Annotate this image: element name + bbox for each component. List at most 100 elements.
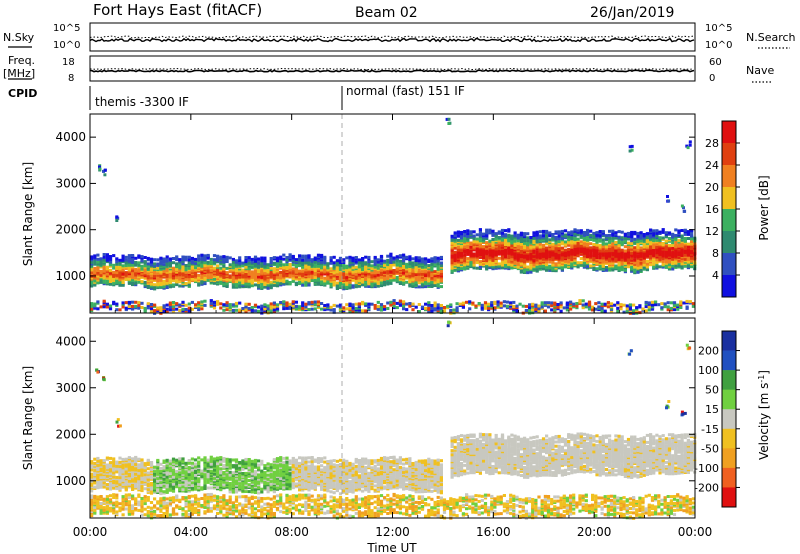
nsky-trace bbox=[89, 37, 695, 43]
heatmap-cell bbox=[257, 275, 261, 279]
heatmap-cell bbox=[376, 273, 380, 277]
nsky-tick-bottom: 10^0 bbox=[53, 40, 80, 51]
heatmap-cell bbox=[165, 286, 169, 289]
heatmap-cell bbox=[216, 257, 220, 261]
heatmap-cell bbox=[475, 247, 479, 251]
heatmap-cell bbox=[162, 279, 166, 283]
heatmap-cell bbox=[187, 309, 191, 313]
heatmap-cell bbox=[253, 277, 258, 281]
heatmap-cell bbox=[307, 275, 311, 279]
heatmap-cell bbox=[234, 259, 239, 263]
heatmap-cell bbox=[127, 482, 131, 486]
heatmap-cell bbox=[690, 229, 694, 233]
heatmap-cell bbox=[677, 243, 681, 247]
heatmap-cell bbox=[433, 260, 437, 264]
heatmap-cell bbox=[592, 231, 596, 235]
heatmap-cell bbox=[212, 258, 217, 262]
heatmap-cell bbox=[118, 261, 122, 265]
heatmap-cell bbox=[672, 308, 677, 312]
heatmap-cell bbox=[578, 299, 582, 303]
heatmap-cell bbox=[608, 233, 612, 237]
heatmap-cell bbox=[619, 307, 623, 311]
heatmap-cell bbox=[392, 260, 396, 264]
heatmap-cell bbox=[102, 258, 106, 262]
heatmap-cell bbox=[181, 485, 185, 489]
heatmap-cell bbox=[275, 256, 280, 260]
heatmap-cell bbox=[190, 300, 194, 304]
heatmap-cell bbox=[364, 309, 368, 313]
heatmap-cell bbox=[550, 304, 554, 308]
heatmap-cell bbox=[686, 252, 690, 256]
heatmap-cell bbox=[127, 460, 131, 464]
heatmap-cell bbox=[282, 307, 286, 311]
heatmap-cell bbox=[567, 259, 571, 262]
heatmap-cell bbox=[633, 269, 637, 273]
heatmap-cell bbox=[619, 303, 623, 307]
heatmap-cell bbox=[250, 270, 254, 274]
heatmap-cell bbox=[424, 302, 428, 306]
heatmap-cell bbox=[597, 301, 601, 305]
heatmap-cell bbox=[582, 261, 586, 265]
heatmap-cell bbox=[616, 301, 620, 305]
heatmap-cell bbox=[512, 305, 516, 308]
heatmap-cell bbox=[228, 263, 232, 267]
heatmap-cell bbox=[456, 255, 460, 259]
heatmap-cell bbox=[671, 267, 675, 271]
heatmap-cell bbox=[576, 237, 580, 241]
heatmap-cell bbox=[316, 253, 321, 257]
heatmap-cell bbox=[234, 301, 239, 305]
heatmap-cell bbox=[225, 304, 229, 307]
heatmap-cell bbox=[175, 262, 179, 266]
heatmap-cell bbox=[576, 261, 580, 265]
heatmap-cell bbox=[655, 229, 659, 233]
heatmap-cell bbox=[282, 300, 286, 304]
heatmap-cell bbox=[683, 237, 687, 240]
heatmap-cell bbox=[131, 461, 135, 465]
heatmap-cell bbox=[131, 258, 135, 262]
heatmap-cell bbox=[121, 474, 125, 478]
heatmap-cell bbox=[570, 241, 574, 245]
heatmap-cell bbox=[159, 260, 163, 264]
heatmap-cell bbox=[608, 229, 612, 233]
heatmap-cell bbox=[222, 267, 226, 271]
heatmap-cell bbox=[379, 284, 384, 288]
heatmap-cell bbox=[222, 303, 226, 307]
heatmap-cell bbox=[386, 258, 390, 262]
nsearch-trace bbox=[89, 35, 694, 39]
heatmap-cell bbox=[389, 263, 393, 267]
heatmap-cell bbox=[146, 306, 150, 310]
heatmap-cell bbox=[485, 249, 489, 253]
heatmap-cell bbox=[671, 250, 675, 254]
heatmap-cell bbox=[153, 309, 157, 313]
heatmap-cell bbox=[96, 271, 100, 275]
heatmap-cell bbox=[442, 310, 447, 314]
heatmap-cell bbox=[427, 258, 431, 262]
heatmap-cell bbox=[620, 236, 624, 240]
heatmap-cell bbox=[417, 256, 421, 260]
heatmap-cell bbox=[449, 308, 453, 312]
heatmap-cell bbox=[285, 279, 289, 283]
heatmap-cell bbox=[645, 251, 649, 255]
nave-label: Nave bbox=[746, 64, 774, 77]
heatmap-cell bbox=[398, 259, 402, 263]
heatmap-cell bbox=[532, 263, 536, 267]
heatmap-cell bbox=[680, 229, 684, 232]
heatmap-cell bbox=[545, 260, 549, 264]
heatmap-cell bbox=[645, 268, 649, 272]
heatmap-cell bbox=[496, 303, 500, 307]
heatmap-cell bbox=[269, 266, 273, 270]
heatmap-cell bbox=[688, 140, 692, 144]
heatmap-cell bbox=[595, 231, 599, 235]
heatmap-cell bbox=[137, 303, 141, 307]
heatmap-cell bbox=[543, 309, 547, 313]
heatmap-cell bbox=[184, 255, 188, 259]
heatmap-cell bbox=[200, 256, 204, 260]
heatmap-cell bbox=[613, 303, 617, 307]
heatmap-cell bbox=[466, 248, 470, 252]
heatmap-cell bbox=[485, 255, 489, 258]
heatmap-cell bbox=[562, 306, 566, 310]
heatmap-cell bbox=[263, 256, 267, 260]
heatmap-cell bbox=[386, 301, 390, 305]
heatmap-cell bbox=[617, 248, 621, 252]
heatmap-cell bbox=[592, 256, 596, 260]
